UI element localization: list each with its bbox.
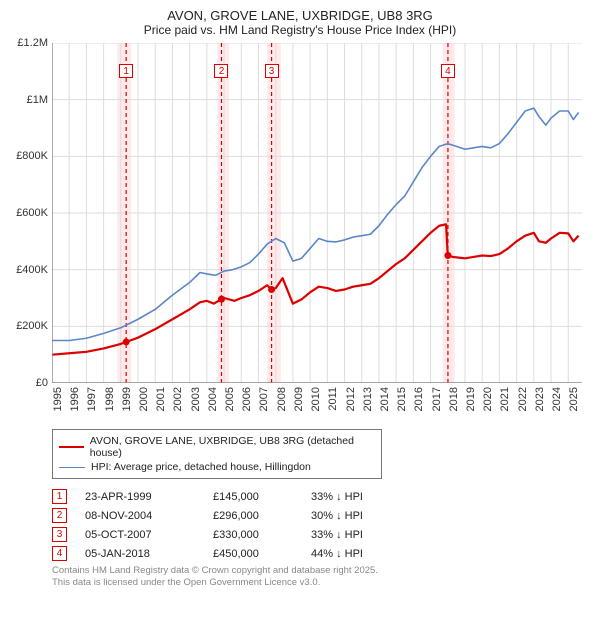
x-axis-label: 2010	[310, 387, 322, 411]
x-axis-label: 1998	[104, 387, 116, 411]
table-row: 2 08-NOV-2004 £296,000 30% ↓ HPI	[52, 506, 588, 525]
table-row: 4 05-JAN-2018 £450,000 44% ↓ HPI	[52, 544, 588, 563]
table-row: 1 23-APR-1999 £145,000 33% ↓ HPI	[52, 487, 588, 506]
sale-date: 23-APR-1999	[85, 491, 195, 503]
legend-item: AVON, GROVE LANE, UXBRIDGE, UB8 3RG (det…	[59, 434, 375, 460]
title-line-1: AVON, GROVE LANE, UXBRIDGE, UB8 3RG	[12, 8, 588, 23]
x-axis-label: 2018	[448, 387, 460, 411]
x-axis-label: 2020	[482, 387, 494, 411]
legend: AVON, GROVE LANE, UXBRIDGE, UB8 3RG (det…	[52, 429, 382, 479]
sale-price: £145,000	[213, 491, 293, 503]
y-axis-label: £1.2M	[17, 37, 52, 49]
y-axis-label: £400K	[16, 264, 52, 276]
title-line-2: Price paid vs. HM Land Registry's House …	[12, 23, 588, 37]
sale-date: 08-NOV-2004	[85, 510, 195, 522]
plot-area	[52, 43, 582, 383]
x-axis-label: 2025	[568, 387, 580, 411]
sale-date: 05-OCT-2007	[85, 529, 195, 541]
legend-label: AVON, GROVE LANE, UXBRIDGE, UB8 3RG (det…	[90, 435, 375, 459]
sale-hpi: 33% ↓ HPI	[311, 529, 401, 541]
x-axis-label: 2015	[396, 387, 408, 411]
y-axis-label: £200K	[16, 320, 52, 332]
x-axis-label: 2022	[517, 387, 529, 411]
sale-marker-box: 1	[52, 489, 67, 504]
x-axis-label: 2019	[465, 387, 477, 411]
sale-marker-box: 2	[52, 508, 67, 523]
x-axis-label: 2014	[379, 387, 391, 411]
sale-marker-flag: 1	[119, 64, 133, 78]
x-axis-label: 2003	[190, 387, 202, 411]
sale-hpi: 33% ↓ HPI	[311, 491, 401, 503]
sale-hpi: 44% ↓ HPI	[311, 548, 401, 560]
x-axis-label: 2008	[276, 387, 288, 411]
x-axis-label: 2004	[207, 387, 219, 411]
footer-attribution: Contains HM Land Registry data © Crown c…	[52, 565, 588, 590]
footer-line: Contains HM Land Registry data © Crown c…	[52, 565, 588, 577]
sale-hpi: 30% ↓ HPI	[311, 510, 401, 522]
sale-date: 05-JAN-2018	[85, 548, 195, 560]
x-axis-label: 2013	[362, 387, 374, 411]
y-axis-label: £0	[36, 377, 52, 389]
x-axis-label: 2002	[172, 387, 184, 411]
x-axis-label: 1995	[52, 387, 64, 411]
legend-swatch	[59, 446, 84, 448]
sale-marker-box: 4	[52, 546, 67, 561]
table-row: 3 05-OCT-2007 £330,000 33% ↓ HPI	[52, 525, 588, 544]
sale-marker-box: 3	[52, 527, 67, 542]
footer-line: This data is licensed under the Open Gov…	[52, 577, 588, 589]
legend-item: HPI: Average price, detached house, Hill…	[59, 460, 375, 474]
x-axis-label: 2011	[327, 387, 339, 411]
x-axis-label: 2000	[138, 387, 150, 411]
x-axis-label: 1997	[86, 387, 98, 411]
chart-title-block: AVON, GROVE LANE, UXBRIDGE, UB8 3RG Pric…	[12, 8, 588, 37]
x-axis-label: 2005	[224, 387, 236, 411]
x-axis-label: 2006	[241, 387, 253, 411]
sale-marker-flag: 3	[265, 64, 279, 78]
x-axis-label: 1996	[69, 387, 81, 411]
x-axis-label: 2021	[499, 387, 511, 411]
legend-label: HPI: Average price, detached house, Hill…	[91, 461, 311, 473]
y-axis-label: £1M	[27, 94, 52, 106]
y-axis-label: £800K	[16, 150, 52, 162]
x-axis-label: 1999	[121, 387, 133, 411]
x-axis-label: 2012	[345, 387, 357, 411]
x-axis-label: 2001	[155, 387, 167, 411]
y-axis-label: £600K	[16, 207, 52, 219]
legend-swatch	[59, 467, 85, 468]
sale-marker-flag: 4	[441, 64, 455, 78]
x-axis-label: 2016	[413, 387, 425, 411]
sale-price: £450,000	[213, 548, 293, 560]
sale-marker-flag: 2	[214, 64, 228, 78]
sale-price: £330,000	[213, 529, 293, 541]
sale-price: £296,000	[213, 510, 293, 522]
x-axis-label: 2017	[431, 387, 443, 411]
line-chart: £0£200K£400K£600K£800K£1M£1.2M1234	[52, 43, 582, 383]
x-axis-label: 2024	[551, 387, 563, 411]
x-axis-labels: 1995 1996 1997 1998 1999 2000 2001 2002 2003 2004…	[52, 383, 582, 423]
x-axis-label: 2007	[258, 387, 270, 411]
x-axis-label: 2009	[293, 387, 305, 411]
sales-table: 1 23-APR-1999 £145,000 33% ↓ HPI 2 08-NO…	[52, 487, 588, 563]
x-axis-label: 2023	[534, 387, 546, 411]
